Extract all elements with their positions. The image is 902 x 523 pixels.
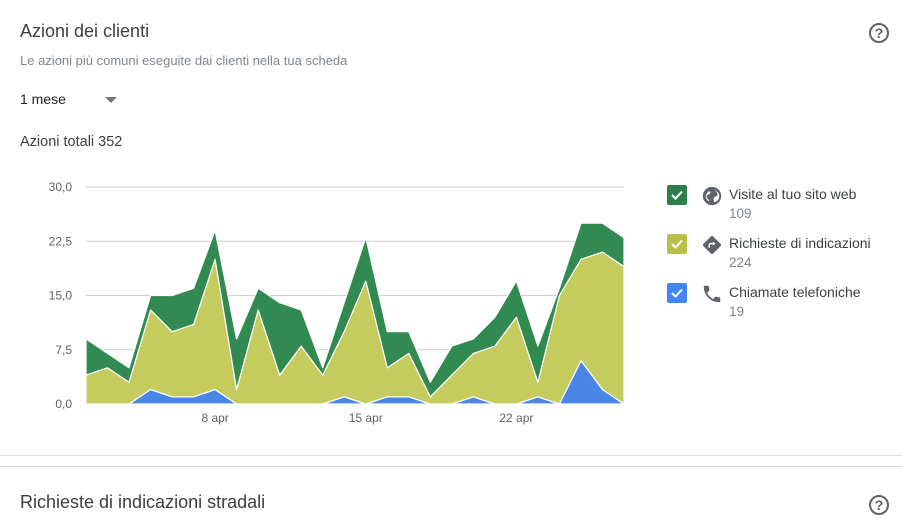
legend-value-directions: 224 [729, 255, 752, 270]
section-divider [0, 466, 902, 467]
x-tick-label: 15 apr [349, 411, 383, 425]
check-icon [671, 190, 683, 200]
legend-label-directions: Richieste di indicazioni [729, 235, 871, 251]
legend-item-website: Visite al tuo sito web 109 [667, 185, 897, 229]
phone-icon [703, 285, 721, 303]
legend-value-website: 109 [729, 206, 752, 221]
legend-label-website: Visite al tuo sito web [729, 186, 857, 202]
globe-icon [702, 186, 722, 206]
directions-icon [703, 236, 721, 254]
period-select-value: 1 mese [20, 91, 66, 107]
y-tick-label: 7,5 [55, 343, 72, 357]
y-tick-label: 15,0 [49, 289, 73, 303]
check-icon [671, 288, 683, 298]
legend-item-directions: Richieste di indicazioni 224 [667, 234, 897, 278]
help-icon[interactable]: ? [869, 495, 889, 515]
y-tick-label: 30,0 [49, 180, 73, 194]
legend-checkbox-directions[interactable] [667, 234, 687, 254]
directions-card-title: Richieste di indicazioni stradali [20, 492, 266, 512]
card-title: Azioni dei clienti [20, 21, 150, 41]
legend-checkbox-website[interactable] [667, 185, 687, 205]
legend-value-calls: 19 [729, 304, 745, 319]
legend-item-calls: Chiamate telefoniche 19 [667, 283, 897, 327]
actions-area-chart: 30,0 22,5 15,0 7,5 0,0 8 apr 15 apr 22 apr [49, 180, 625, 425]
x-tick-label: 8 apr [201, 411, 228, 425]
caret-down-icon [105, 97, 117, 103]
card-divider [0, 455, 902, 456]
help-icon[interactable]: ? [869, 23, 889, 43]
legend-checkbox-calls[interactable] [667, 283, 687, 303]
card-subtitle: Le azioni più comuni eseguite dai client… [20, 53, 348, 68]
legend-label-calls: Chiamate telefoniche [729, 284, 861, 300]
total-actions: Azioni totali 352 [20, 134, 123, 150]
period-select[interactable]: 1 mese [20, 90, 130, 112]
y-tick-label: 0,0 [55, 397, 72, 411]
check-icon [671, 239, 683, 249]
area-series-visite-al-tuo-sito-web [85, 222, 625, 398]
y-tick-label: 22,5 [49, 234, 73, 248]
x-tick-label: 22 apr [499, 411, 533, 425]
